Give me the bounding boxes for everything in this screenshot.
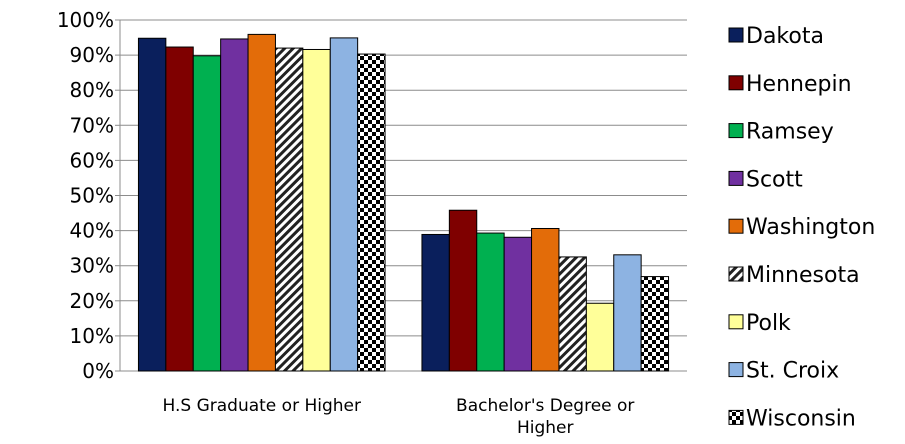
bar-wisconsin — [357, 53, 386, 372]
bar-hennepin — [448, 209, 478, 372]
y-tick-label: 30% — [70, 254, 114, 278]
y-tick-label: 80% — [70, 78, 114, 102]
bar-hennepin — [165, 46, 194, 372]
bar-ramsey — [476, 232, 505, 372]
bar-ramsey — [192, 55, 222, 372]
legend-label: Washington — [746, 215, 875, 240]
bar-polk — [585, 302, 615, 372]
legend-label: Polk — [746, 311, 791, 336]
x-category-labels: H.S Graduate or Higher Bachelor's Degree … — [163, 396, 635, 438]
bar-st-croix — [329, 37, 359, 372]
legend-label: Dakota — [746, 24, 824, 49]
bar-polk — [302, 48, 331, 372]
legend-swatch — [728, 266, 744, 282]
y-tick-label: 90% — [70, 43, 114, 67]
legend-label: Hennepin — [746, 72, 852, 97]
legend-swatch — [728, 170, 744, 186]
bar-wisconsin — [640, 276, 670, 372]
legend-swatch — [728, 27, 744, 43]
legend-swatch — [728, 409, 744, 425]
bars — [137, 33, 670, 372]
bar-dakota — [137, 37, 167, 372]
legend-swatch — [728, 75, 744, 91]
legend-label: Ramsey — [746, 120, 834, 145]
legend-label: Wisconsin — [746, 406, 856, 431]
y-tick-label: 70% — [70, 113, 114, 137]
legend-swatch — [728, 314, 744, 330]
y-tick-label: 0% — [82, 359, 114, 383]
y-tick-label: 100% — [57, 8, 114, 32]
legend-swatch — [728, 362, 744, 378]
y-tick-label: 10% — [70, 324, 114, 348]
y-tick-label: 60% — [70, 148, 114, 172]
y-tick-labels: 0% 10% 20% 30% 40% 50% 60% 70% 80% 90% 100% — [57, 8, 114, 383]
y-tick-label: 20% — [70, 289, 114, 313]
bar-scott — [503, 236, 533, 372]
x-category-label: Bachelor's Degree or Higher — [456, 396, 634, 438]
bar-minnesota — [274, 47, 304, 372]
bar-minnesota — [558, 256, 587, 372]
bar-washington — [247, 33, 276, 372]
x-category-label: H.S Graduate or Higher — [163, 396, 362, 416]
legend-label: St. Croix — [746, 359, 839, 384]
bar-dakota — [421, 233, 450, 372]
y-tick-label: 50% — [70, 184, 114, 208]
legend-label: Scott — [746, 167, 803, 192]
legend-swatch — [728, 218, 744, 234]
legend: Dakota Hennepin Ramsey Scott Washington Minne… — [728, 24, 875, 431]
legend-label: Minnesota — [746, 263, 860, 288]
bar-st-croix — [613, 254, 642, 372]
legend-swatch — [728, 123, 744, 139]
bar-washington — [531, 227, 560, 372]
y-tick-label: 40% — [70, 219, 114, 243]
bar-scott — [220, 38, 249, 372]
